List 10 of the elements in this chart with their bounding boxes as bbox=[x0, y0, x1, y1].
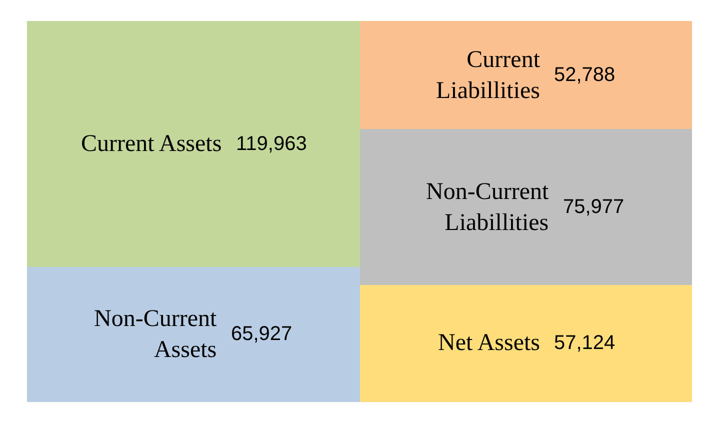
series-label: Current Assets bbox=[81, 131, 222, 157]
series-label: Non-Current Liabillities bbox=[426, 179, 549, 236]
data-label: 52,788 bbox=[554, 64, 616, 86]
data-label: 119,963 bbox=[236, 133, 307, 155]
data-label: 75,977 bbox=[563, 196, 624, 218]
data-label: 57,124 bbox=[554, 332, 616, 354]
series-label: Current Liabillities bbox=[436, 47, 540, 104]
data-label: 65,927 bbox=[231, 323, 292, 345]
series-label: Net Assets bbox=[438, 330, 540, 356]
series-label: Non-Current Assets bbox=[94, 306, 217, 364]
